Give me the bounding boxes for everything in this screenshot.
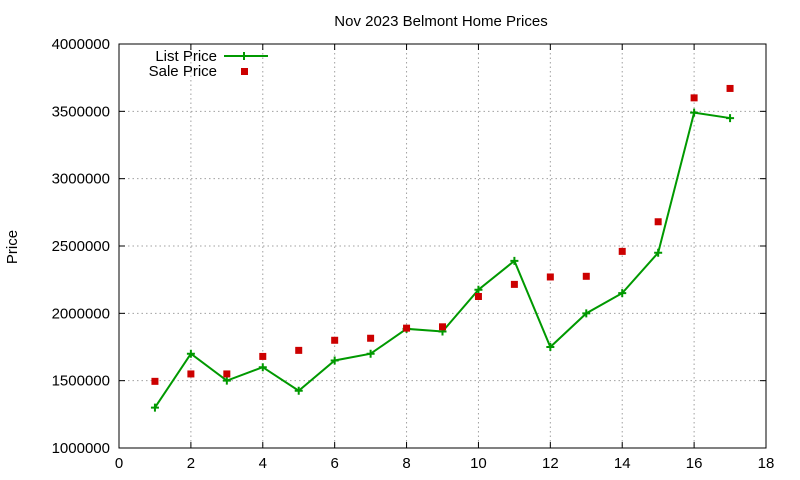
sale-price-point [474,293,482,300]
x-tick-label: 16 [686,455,703,472]
sale-price-point [582,272,590,280]
chart-title: Nov 2023 Belmont Home Prices [334,13,547,30]
x-tick-label: 8 [402,455,410,472]
y-tick-label: 1500000 [52,373,110,390]
x-tick-label: 14 [614,455,631,472]
sale-price-point [367,334,375,342]
y-tick-label: 4000000 [52,36,110,53]
sale-price-point [690,94,698,102]
y-tick-label: 2500000 [52,238,110,255]
x-tick-label: 12 [542,455,559,472]
list-price-point [546,343,555,351]
series-layer [150,84,735,412]
sale-price-point [618,247,626,255]
list-price-point [366,349,375,358]
list-price-point [222,376,231,385]
sale-price-point [439,323,446,331]
sale-price-point [403,324,411,332]
sale-price-point [726,84,734,92]
legend-label-sale-price: Sale Price [149,63,217,80]
y-tick-label: 1000000 [52,440,110,457]
legend-marker-list-price [240,52,248,60]
sale-price-point [259,352,267,360]
legend-label-list-price: List Price [155,48,217,65]
x-tick-label: 0 [115,455,123,472]
y-tick-label: 3500000 [52,103,110,120]
list-price-point [510,256,519,265]
list-price-point [618,289,627,298]
legend: List Price Sale Price [149,48,268,80]
x-tick-label: 18 [758,455,775,472]
sale-price-point [223,370,231,378]
sale-price-point [151,377,159,385]
x-tick-label: 4 [259,455,267,472]
x-tick-label: 2 [187,455,195,472]
grid [119,44,766,448]
list-price-point [654,248,663,257]
list-price-point [294,386,303,395]
sale-price-point [331,336,339,344]
x-tick-label: 6 [330,455,338,472]
axis-ticks: 0 2 4 6 8 10 12 14 16 18 1000000 1500000 2000000 2500… [52,36,775,472]
y-tick-label: 2000000 [52,305,110,322]
sale-price-point [295,346,303,354]
sale-price-point [654,218,662,226]
list-price-point [186,349,195,358]
legend-marker-sale-price [241,68,248,75]
y-axis-label: Price [4,230,21,264]
list-price-point [582,309,591,318]
sale-price-point [546,273,554,281]
list-price-point [150,403,159,412]
plot-frame [118,43,767,449]
list-price-point [330,356,339,365]
x-tick-label: 10 [470,455,487,472]
sale-price-point [510,280,518,288]
series-line-list-price [154,111,731,409]
list-price-point [726,114,735,123]
y-tick-label: 3000000 [52,171,110,188]
list-price-point [690,108,699,117]
sale-price-point [187,370,195,378]
list-price-point [474,285,483,294]
list-price-point [258,363,267,372]
